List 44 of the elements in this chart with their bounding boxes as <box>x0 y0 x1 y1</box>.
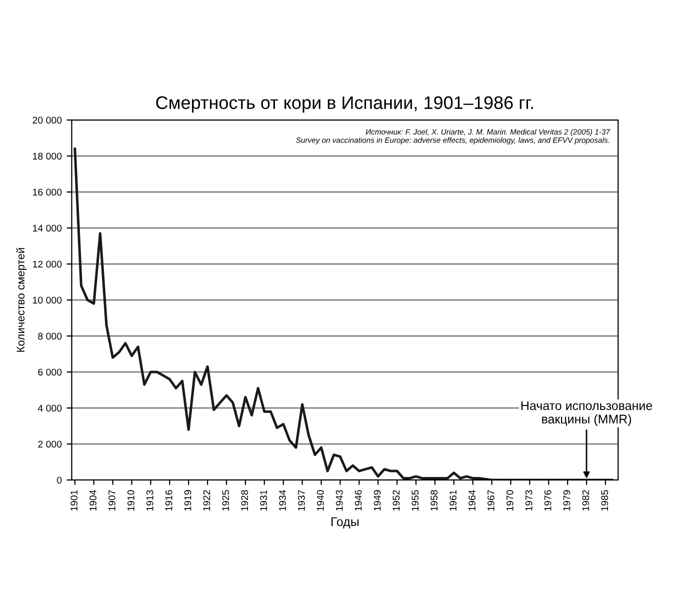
x-tick-label: 1976 <box>544 490 552 511</box>
x-tick-label: 1943 <box>336 490 343 511</box>
x-axis-title: Годы <box>332 517 358 528</box>
x-tick-label: 1970 <box>506 490 514 511</box>
annotation: Начато использование вакцины (MMR) <box>521 401 652 426</box>
x-tick-label: 1910 <box>127 490 134 511</box>
x-tick-label: 1925 <box>222 490 230 511</box>
x-tick-label: 1901 <box>70 490 78 511</box>
y-tick-label: 0 <box>56 476 62 484</box>
chart-title: Смертность от кори в Испании, 1901–1986 гг. <box>156 96 533 113</box>
x-tick-label: 1946 <box>354 490 362 511</box>
x-tick-label: 1931 <box>260 490 267 511</box>
x-tick-label: 1955 <box>412 490 419 511</box>
x-tick-label: 1973 <box>525 490 532 511</box>
x-tick-label: 1982 <box>582 490 590 511</box>
y-tick-label: 20 000 <box>32 116 62 124</box>
y-tick-label: 14 000 <box>33 224 62 232</box>
y-tick-label: 12 000 <box>33 260 62 268</box>
x-tick-label: 1928 <box>241 490 248 511</box>
x-tick-label: 1919 <box>184 490 192 511</box>
x-tick-label: 1979 <box>563 490 570 511</box>
x-tick-label: 1961 <box>450 490 456 511</box>
y-axis-title: Количество смертей <box>16 248 27 352</box>
x-tick-label: 1922 <box>203 490 210 511</box>
x-tick-label: 1964 <box>468 490 476 511</box>
y-tick-label: 10 000 <box>33 296 62 304</box>
x-tick-label: 1952 <box>392 490 400 511</box>
y-tick-label: 18 000 <box>33 152 62 160</box>
x-tick-label: 1907 <box>108 490 116 511</box>
x-tick-label: 1913 <box>146 490 154 511</box>
x-tick-label: 1916 <box>165 490 172 511</box>
y-tick-label: 16 000 <box>33 188 62 196</box>
y-tick-label: 4 000 <box>38 404 62 412</box>
x-tick-label: 1904 <box>90 490 96 511</box>
y-tick-label: 8 000 <box>38 332 62 340</box>
x-tick-label: 1934 <box>279 490 286 511</box>
x-tick-label: 1958 <box>430 490 438 511</box>
x-tick-label: 1967 <box>488 490 494 511</box>
y-tick-label: 6 000 <box>38 368 62 376</box>
x-tick-label: 1940 <box>316 490 324 511</box>
x-tick-label: 1937 <box>298 490 305 511</box>
x-tick-label: 1985 <box>601 490 608 511</box>
y-tick-label: 2 000 <box>38 440 62 448</box>
x-tick-label: 1949 <box>374 490 381 511</box>
